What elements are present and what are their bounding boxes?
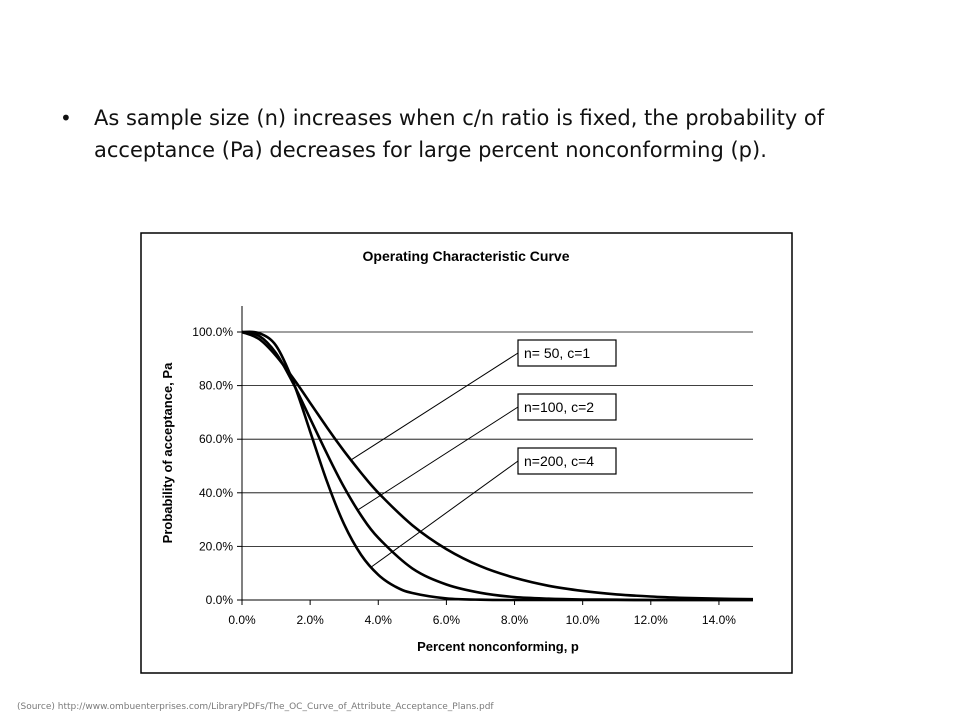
leader-line-2 [371,460,519,568]
legend-label-0: n= 50, c=1 [524,345,590,361]
series-line-0 [241,330,754,601]
source-note: (Source) http://www.ombuenterprises.com/… [17,702,494,712]
chart-title: Operating Characteristic Curve [363,248,570,264]
x-tick-label-1: 2.0% [296,613,324,627]
legend-box-0 [517,339,617,367]
legend-label-2: n=200, c=4 [524,453,594,469]
x-tick-label-5: 10.0% [566,613,600,627]
y-axis-label: Probability of acceptance, Pa [160,362,175,543]
y-tick-label-2: 40.0% [199,486,233,500]
x-tick-label-6: 12.0% [634,613,668,627]
series-line-2 [241,330,753,602]
x-axis-label: Percent nonconforming, p [417,639,579,654]
x-tick-label-0: 0.0% [228,613,256,627]
y-tick-label-4: 80.0% [199,379,233,393]
x-tick-label-7: 14.0% [702,613,736,627]
bullet-text: As sample size (n) increases when c/n ra… [94,106,825,162]
y-tick-label-3: 60.0% [199,432,233,446]
y-tick-label-0: 0.0% [206,593,234,607]
leader-line-0 [350,352,519,461]
legend-box-1 [517,393,617,421]
legend-box-2 [517,447,617,475]
bullet-marker: • [60,106,72,130]
x-tick-label-3: 6.0% [433,613,461,627]
chart-frame [140,232,793,674]
leader-line-1 [357,406,519,511]
x-tick-label-4: 8.0% [501,613,529,627]
bullet-point: • As sample size (n) increases when c/n … [60,102,880,166]
y-tick-label-5: 100.0% [192,325,233,339]
y-tick-label-1: 20.0% [199,539,233,553]
x-tick-label-2: 4.0% [365,613,393,627]
legend-label-1: n=100, c=2 [524,399,594,415]
